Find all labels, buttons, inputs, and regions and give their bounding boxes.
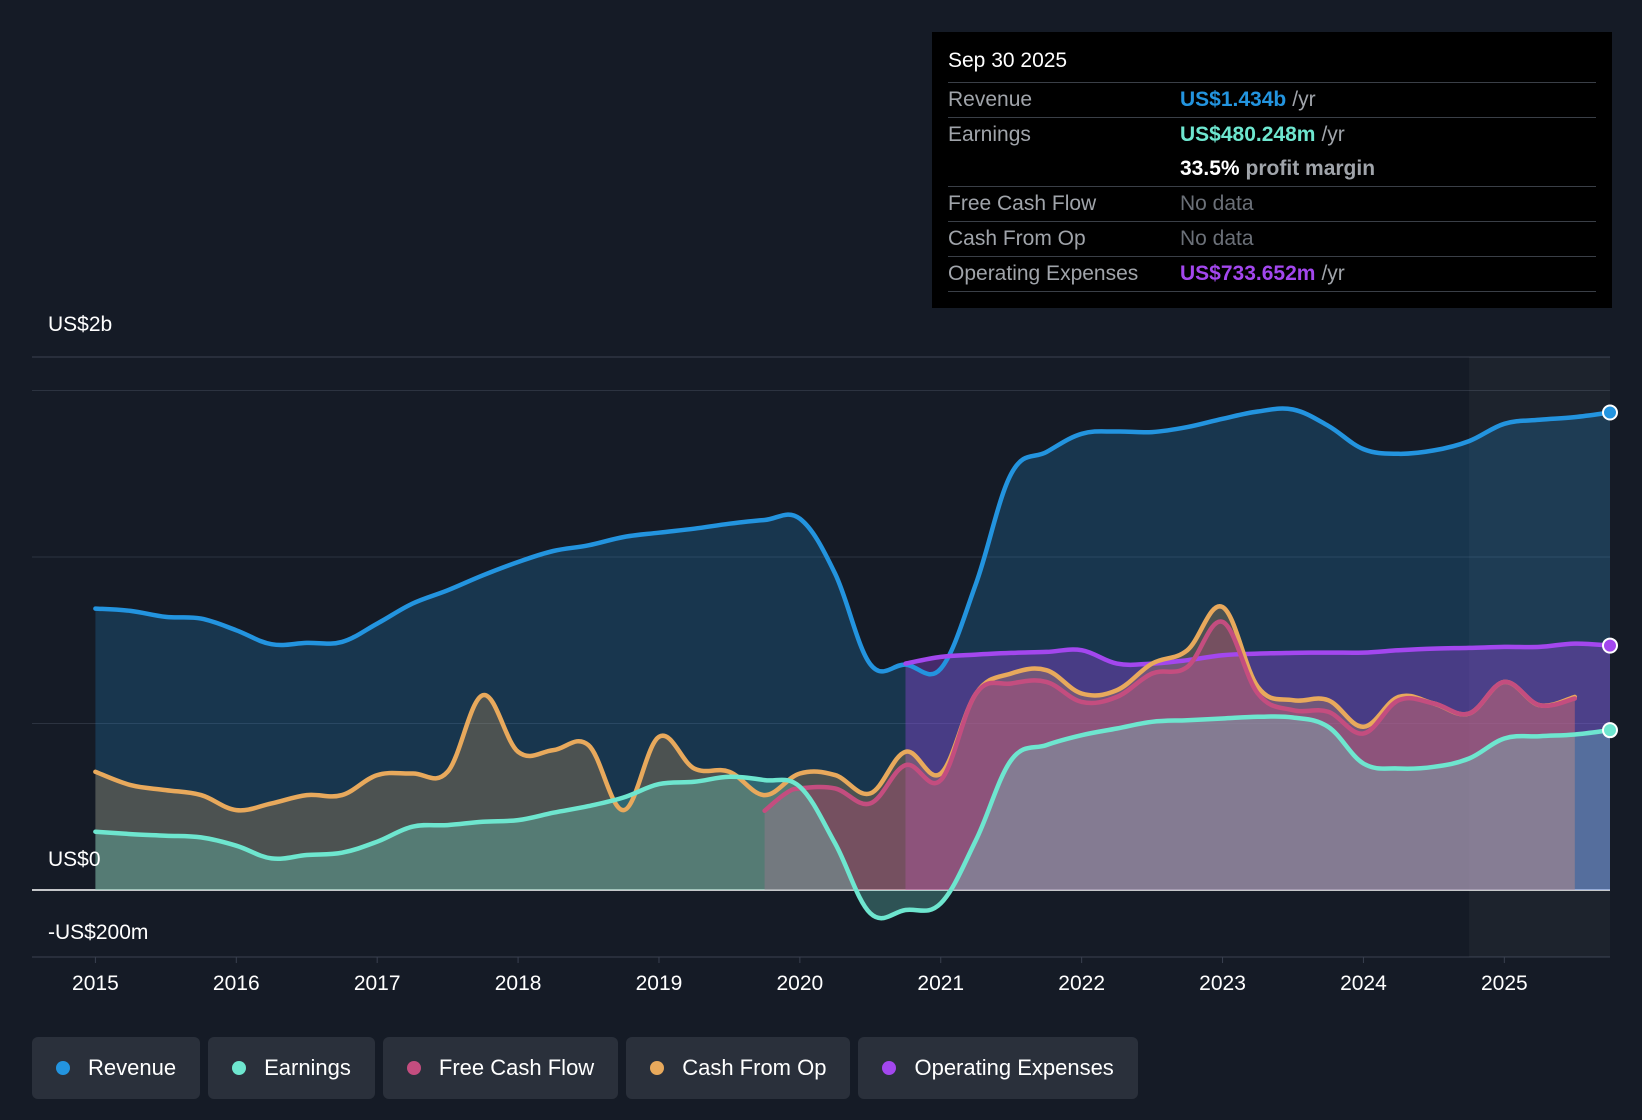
legend-label: Earnings xyxy=(264,1055,351,1080)
line-operating-expenses xyxy=(903,641,1613,668)
tooltip-unit: /yr xyxy=(1321,262,1345,285)
x-tick-label: 2023 xyxy=(1199,972,1246,995)
series-end-markers xyxy=(1602,404,1618,739)
tooltip-value: No data xyxy=(1180,192,1254,215)
tooltip-unit: /yr xyxy=(1292,88,1316,111)
tooltip-row-revenue: Revenue US$1.434b /yr xyxy=(948,82,1596,117)
legend-label: Cash From Op xyxy=(682,1055,827,1080)
legend-item-operating-expenses[interactable]: Operating Expenses xyxy=(858,1037,1138,1099)
line-earnings xyxy=(93,714,1613,921)
legend: Revenue Earnings Free Cash Flow Cash Fro… xyxy=(32,1037,1138,1099)
x-tick-label: 2020 xyxy=(777,972,824,995)
gridlines xyxy=(32,356,1610,958)
area-free-cash-flow xyxy=(764,621,1575,890)
tooltip-row-operating-expenses: Operating Expenses US$733.652m /yr xyxy=(948,256,1596,292)
marker-operating-expenses xyxy=(1602,637,1618,654)
legend-dot-icon xyxy=(882,1061,897,1075)
tooltip-value: US$733.652m xyxy=(1180,262,1316,285)
legend-item-revenue[interactable]: Revenue xyxy=(32,1037,201,1099)
x-tick-label: 2021 xyxy=(917,972,964,995)
series-lines xyxy=(93,406,1613,921)
legend-dot-icon xyxy=(56,1061,70,1075)
tooltip-date: Sep 30 2025 xyxy=(948,49,1068,72)
marker-revenue xyxy=(1602,404,1618,421)
tooltip-unit: /yr xyxy=(1321,123,1345,146)
tooltip-value: US$1.434b xyxy=(1180,88,1287,111)
profit-margin-value: 33.5% xyxy=(1180,157,1240,180)
x-tick-label: 2024 xyxy=(1340,972,1387,995)
tooltip-label: Revenue xyxy=(948,88,1033,111)
y-axis-label: -US$200m xyxy=(48,921,148,944)
x-tick-label: 2019 xyxy=(636,972,683,995)
legend-label: Operating Expenses xyxy=(914,1055,1114,1080)
area-cash-from-op xyxy=(95,606,1575,890)
legend-dot-icon xyxy=(406,1061,421,1075)
x-tick-label: 2018 xyxy=(495,972,542,995)
line-free-cash-flow xyxy=(762,619,1578,813)
tooltip-value: No data xyxy=(1180,227,1254,250)
tooltip-row-cash-from-op: Cash From Op No data xyxy=(948,221,1596,256)
tooltip-label: Earnings xyxy=(948,123,1031,146)
y-axis-label: US$0 xyxy=(48,848,101,871)
tooltip-label: Free Cash Flow xyxy=(948,192,1097,215)
tooltip-row-earnings: Earnings US$480.248m /yr xyxy=(948,117,1596,152)
line-cash-from-op xyxy=(93,604,1578,813)
area-revenue xyxy=(95,408,1610,890)
y-axis-labels: US$2b US$0 -US$200m xyxy=(48,313,148,944)
legend-item-free-cash-flow[interactable]: Free Cash Flow xyxy=(382,1037,619,1099)
series-areas xyxy=(95,408,1610,919)
profit-margin-text: profit margin xyxy=(1245,157,1376,180)
tooltip-label: Operating Expenses xyxy=(948,262,1139,285)
y-axis-label: US$2b xyxy=(48,313,112,336)
tooltip-row-profit-margin: 33.5% profit margin xyxy=(948,152,1596,186)
marker-earnings xyxy=(1602,722,1618,739)
tooltip-value: US$480.248m xyxy=(1180,123,1316,146)
legend-dot-icon xyxy=(232,1061,247,1075)
x-tick-label: 2017 xyxy=(354,972,401,995)
tooltip-panel: Sep 30 2025 Revenue US$1.434b /yr Earnin… xyxy=(932,32,1612,308)
x-axis-labels: 2015 2016 2017 2018 2019 2020 2021 2022 2023 2024… xyxy=(72,957,1528,995)
line-revenue xyxy=(93,406,1613,677)
legend-label: Revenue xyxy=(88,1055,177,1080)
tooltip-label: Cash From Op xyxy=(948,227,1086,250)
legend-dot-icon xyxy=(650,1061,665,1075)
tooltip-row-free-cash-flow: Free Cash Flow No data xyxy=(948,186,1596,221)
x-tick-label: 2016 xyxy=(213,972,260,995)
area-earnings xyxy=(95,716,1610,919)
legend-label: Free Cash Flow xyxy=(438,1055,595,1080)
x-tick-label: 2022 xyxy=(1058,972,1105,995)
legend-item-earnings[interactable]: Earnings xyxy=(208,1037,375,1099)
x-tick-label: 2025 xyxy=(1481,972,1528,995)
x-tick-label: 2015 xyxy=(72,972,119,995)
legend-item-cash-from-op[interactable]: Cash From Op xyxy=(626,1037,851,1099)
